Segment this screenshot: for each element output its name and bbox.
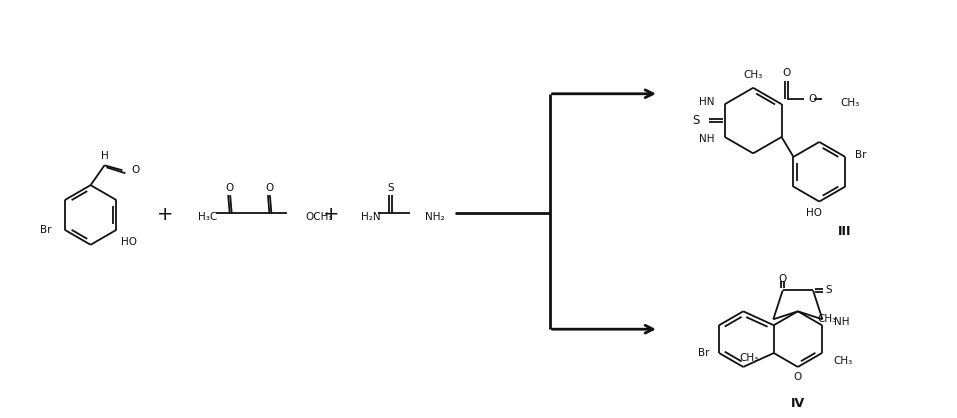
Text: HO: HO <box>807 209 822 219</box>
Text: OCH₃: OCH₃ <box>305 212 333 222</box>
Text: S: S <box>693 114 700 127</box>
Text: O: O <box>265 183 274 193</box>
Text: O: O <box>809 94 816 104</box>
Text: CH₃: CH₃ <box>834 356 853 366</box>
Text: Br: Br <box>855 150 866 160</box>
Text: Br: Br <box>698 348 709 358</box>
Text: O: O <box>226 183 234 193</box>
Text: O: O <box>779 273 787 283</box>
Text: O: O <box>793 372 802 382</box>
Text: IV: IV <box>790 397 805 410</box>
Text: III: III <box>837 225 851 238</box>
Text: NH₂: NH₂ <box>425 212 445 222</box>
Text: CH₃: CH₃ <box>744 70 763 80</box>
Text: S: S <box>825 285 832 296</box>
Text: H: H <box>100 151 108 161</box>
Text: +: + <box>157 206 173 224</box>
Text: NH: NH <box>700 134 715 144</box>
Text: O: O <box>783 69 790 79</box>
Text: H₃C: H₃C <box>198 212 217 222</box>
Text: HN: HN <box>700 97 715 107</box>
Text: Br: Br <box>40 225 52 235</box>
Text: CH₃: CH₃ <box>840 98 859 108</box>
Text: NH: NH <box>835 317 850 327</box>
Text: O: O <box>131 165 140 175</box>
Text: S: S <box>388 183 394 193</box>
Text: CH₃: CH₃ <box>817 314 837 324</box>
Text: H₂N: H₂N <box>361 212 381 222</box>
Text: HO: HO <box>122 237 138 247</box>
Text: +: + <box>323 206 339 224</box>
Text: CH₃: CH₃ <box>740 353 759 363</box>
